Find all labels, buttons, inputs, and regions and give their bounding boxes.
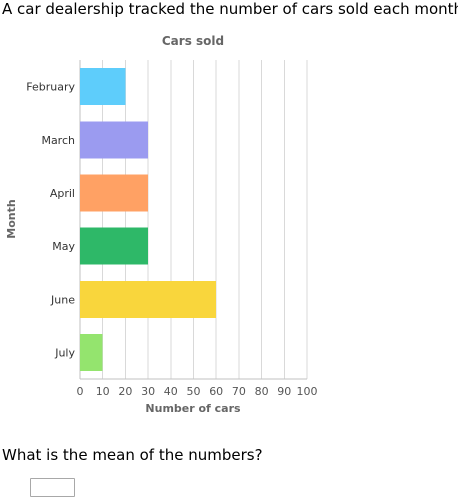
- y-axis-label: Month: [5, 199, 18, 238]
- x-tick-label: 70: [232, 385, 246, 398]
- gridlines: [79, 60, 308, 380]
- category-label: May: [52, 240, 75, 253]
- x-tick-label: 90: [277, 385, 291, 398]
- bar-may: [80, 227, 149, 265]
- chart-title: Cars sold: [162, 34, 224, 48]
- x-tick-label: 80: [255, 385, 269, 398]
- x-tick-label: 50: [187, 385, 201, 398]
- bar-june: [80, 280, 217, 318]
- x-tick-label: 10: [96, 385, 110, 398]
- x-tick-label: 30: [141, 385, 155, 398]
- category-label: February: [26, 81, 75, 94]
- bar-chart: Cars sold FebruaryMarchAprilMayJuneJuly …: [5, 34, 318, 415]
- bar-july: [80, 333, 103, 371]
- category-label: March: [41, 134, 75, 147]
- x-axis-label: Number of cars: [145, 402, 241, 415]
- answer-input[interactable]: [30, 478, 75, 497]
- category-label: June: [50, 293, 75, 306]
- bar-march: [80, 121, 149, 159]
- x-tick-label: 0: [77, 385, 84, 398]
- prompt-text: A car dealership tracked the number of c…: [2, 0, 458, 18]
- category-label: July: [54, 346, 75, 359]
- x-tick-label: 40: [164, 385, 178, 398]
- x-tick-label: 60: [209, 385, 223, 398]
- category-labels: February March April May June July: [26, 81, 75, 360]
- bar-february: [80, 68, 126, 106]
- question-text: What is the mean of the numbers?: [2, 446, 263, 464]
- x-tick-label: 20: [118, 385, 132, 398]
- bar-april: [80, 174, 149, 212]
- bars: [80, 68, 217, 371]
- category-label: April: [50, 187, 75, 200]
- x-tick-labels: 0 10 20 30 40 50 60 70 80 90 100: [77, 385, 318, 398]
- x-tick-label: 100: [297, 385, 318, 398]
